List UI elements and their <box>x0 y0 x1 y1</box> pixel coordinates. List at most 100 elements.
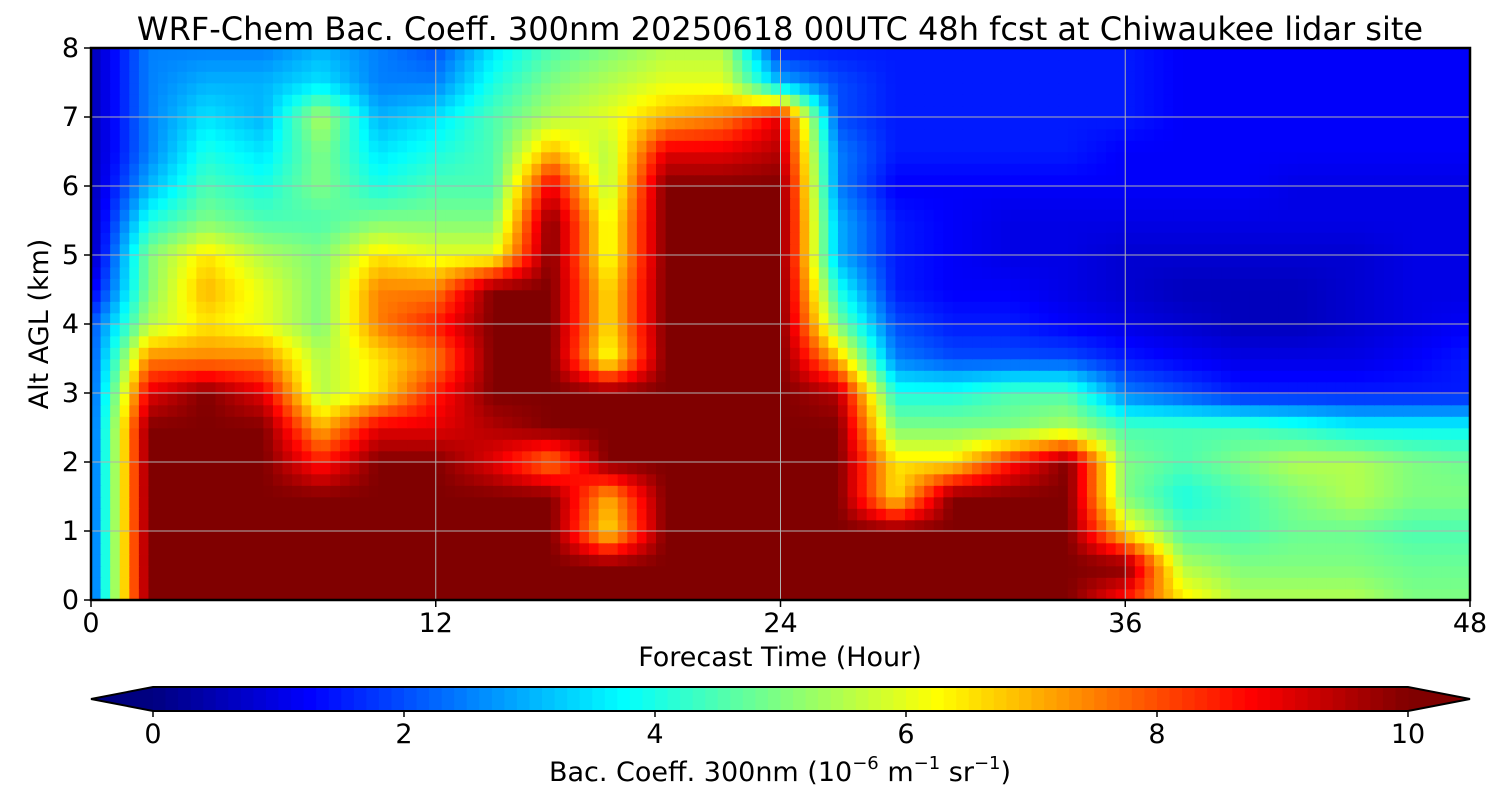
heatmap-cell <box>799 324 811 337</box>
heatmap-cell <box>1153 324 1165 337</box>
heatmap-cell <box>895 462 906 475</box>
heatmap-cell <box>991 301 1002 314</box>
heatmap-cell <box>876 404 887 417</box>
heatmap-cell <box>1134 577 1146 590</box>
heatmap-cell <box>1067 519 1079 532</box>
heatmap-cell <box>263 462 274 475</box>
heatmap-cell <box>387 473 399 486</box>
heatmap-cell <box>1153 266 1165 279</box>
heatmap-cell <box>751 358 763 371</box>
heatmap-cell <box>91 278 102 291</box>
heatmap-cell <box>569 508 581 521</box>
heatmap-cell <box>1029 496 1040 509</box>
heatmap-cell <box>675 565 686 578</box>
heatmap-cell <box>474 439 485 452</box>
heatmap-cell <box>110 209 121 222</box>
heatmap-cell <box>837 393 849 406</box>
heatmap-cell <box>1422 565 1433 578</box>
heatmap-cell <box>895 232 906 245</box>
heatmap-cell <box>1192 473 1203 486</box>
heatmap-cell <box>531 439 542 452</box>
heatmap-cell <box>445 496 456 509</box>
heatmap-cell <box>809 565 820 578</box>
heatmap-cell <box>1393 416 1404 429</box>
heatmap-cell <box>1134 232 1146 245</box>
heatmap-cell <box>1316 220 1328 233</box>
heatmap-cell <box>1259 312 1270 325</box>
heatmap-cell <box>1240 243 1251 256</box>
heatmap-cell <box>454 577 466 590</box>
heatmap-cell <box>1316 358 1328 371</box>
heatmap-cell <box>1086 312 1098 325</box>
heatmap-cell <box>636 393 648 406</box>
heatmap-cell <box>1364 347 1376 360</box>
heatmap-cell <box>234 220 246 233</box>
heatmap-cell <box>1048 508 1060 521</box>
heatmap-cell <box>550 485 562 498</box>
heatmap-cell <box>1450 335 1462 348</box>
heatmap-cell <box>311 519 322 532</box>
heatmap-cell <box>713 519 724 532</box>
heatmap-cell <box>1067 416 1079 429</box>
heatmap-cell <box>1249 243 1261 256</box>
heatmap-cell <box>1201 381 1213 394</box>
heatmap-cell <box>550 197 562 210</box>
heatmap-cell <box>588 542 600 555</box>
heatmap-cell <box>416 588 427 600</box>
heatmap-cell <box>1278 542 1289 555</box>
heatmap-cell <box>177 577 188 590</box>
heatmap-cell <box>272 335 284 348</box>
heatmap-cell <box>1249 404 1261 417</box>
heatmap-cell <box>129 209 140 222</box>
heatmap-cell <box>952 416 964 429</box>
heatmap-cell <box>1067 381 1079 394</box>
heatmap-cell <box>426 255 437 268</box>
heatmap-cell <box>1134 381 1146 394</box>
heatmap-cell <box>943 554 954 567</box>
heatmap-cell <box>972 473 983 486</box>
heatmap-cell <box>665 439 676 452</box>
heatmap-cell <box>129 266 140 279</box>
heatmap-cell <box>1412 588 1423 600</box>
heatmap-cell <box>1402 427 1414 440</box>
heatmap-cell <box>1307 232 1318 245</box>
heatmap-cell <box>1173 324 1184 337</box>
heatmap-cell <box>1029 542 1040 555</box>
heatmap-cell <box>665 485 676 498</box>
heatmap-cell <box>1173 312 1184 325</box>
heatmap-cell <box>665 554 676 567</box>
heatmap-cell <box>1259 335 1270 348</box>
heatmap-cell <box>407 220 418 233</box>
heatmap-cell <box>598 232 609 245</box>
heatmap-cell <box>1345 416 1356 429</box>
heatmap-cell <box>962 427 973 440</box>
heatmap-cell <box>828 427 839 440</box>
heatmap-cell <box>407 473 418 486</box>
heatmap-cell <box>1125 565 1136 578</box>
heatmap-cell <box>761 232 772 245</box>
heatmap-cell <box>1240 485 1251 498</box>
heatmap-cell <box>387 427 399 440</box>
heatmap-cell <box>799 439 811 452</box>
heatmap-cell <box>799 278 811 291</box>
heatmap-cell <box>1288 416 1299 429</box>
heatmap-cell <box>483 358 495 371</box>
heatmap-cell <box>1039 312 1050 325</box>
heatmap-cell <box>1297 577 1309 590</box>
heatmap-cell <box>464 197 475 210</box>
heatmap-cell <box>1019 370 1031 383</box>
heatmap-cell <box>924 404 935 417</box>
heatmap-cell <box>1173 416 1184 429</box>
heatmap-cell <box>770 393 782 406</box>
heatmap-cell <box>646 473 657 486</box>
heatmap-cell <box>359 209 370 222</box>
heatmap-cell <box>991 554 1002 567</box>
heatmap-cell <box>1316 473 1328 486</box>
heatmap-cell <box>1460 232 1470 245</box>
heatmap-cell <box>952 324 964 337</box>
heatmap-cell <box>541 439 552 452</box>
heatmap-cell <box>205 473 217 486</box>
heatmap-cell <box>339 197 351 210</box>
heatmap-cell <box>244 381 255 394</box>
heatmap-cell <box>205 324 217 337</box>
